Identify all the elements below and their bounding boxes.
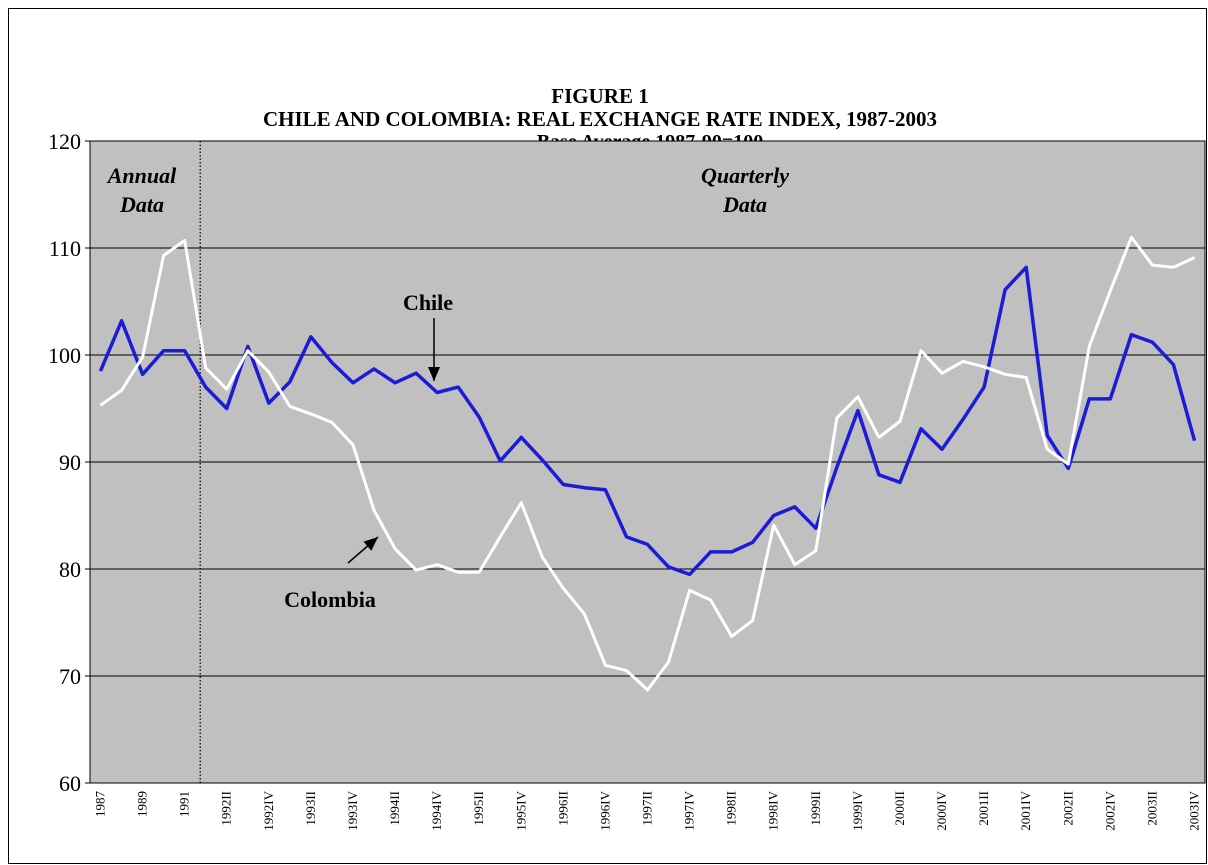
x-tick-label: 2003II	[1144, 791, 1159, 826]
x-tick-label: 1995II	[471, 791, 486, 826]
x-tick-label: 2000II	[892, 791, 907, 826]
x-tick-label: 1994II	[387, 791, 402, 826]
annotation: Data	[119, 192, 164, 217]
x-tick-label: 1989	[135, 791, 150, 817]
arrow-head	[428, 367, 440, 381]
x-tick-label: 2002IV	[1102, 790, 1117, 830]
x-tick-label: 1999IV	[850, 790, 865, 830]
y-tick-label: 110	[49, 236, 81, 261]
chart-title: CHILE AND COLOMBIA: REAL EXCHANGE RATE I…	[263, 107, 937, 131]
x-tick-label: 1992II	[219, 791, 234, 826]
x-tick-label: 1996IV	[597, 790, 612, 830]
y-tick-label: 60	[59, 771, 81, 796]
annotation: Data	[722, 192, 767, 217]
x-tick-label: 1999II	[808, 791, 823, 826]
x-tick-label: 2000IV	[934, 790, 949, 830]
series-label: Chile	[403, 290, 453, 315]
chart-title: FIGURE 1	[551, 84, 648, 108]
x-tick-label: 1993II	[303, 791, 318, 826]
x-tick-label: 1996II	[555, 791, 570, 826]
x-tick-label: 2003IV	[1186, 790, 1201, 830]
x-tick-label: 1992IV	[261, 790, 276, 830]
x-tick-label: 2001II	[976, 791, 991, 826]
x-tick-label: 1995IV	[513, 790, 528, 830]
series-line	[99, 235, 1196, 692]
y-tick-label: 80	[59, 557, 81, 582]
x-tick-label: 1997II	[640, 791, 655, 826]
x-tick-label: 1993IV	[345, 790, 360, 830]
x-tick-label: 2002II	[1060, 791, 1075, 826]
x-tick-label: 1997IV	[682, 790, 697, 830]
x-tick-label: 1994IV	[429, 790, 444, 830]
x-tick-label: 1987	[93, 791, 108, 818]
x-tick-label: 1998IV	[766, 790, 781, 830]
arrow-head	[363, 537, 378, 551]
x-tick-label: 1991	[177, 791, 192, 817]
y-tick-label: 90	[59, 450, 81, 475]
x-tick-label: 2001IV	[1018, 790, 1033, 830]
x-tick-label: 1998II	[724, 791, 739, 826]
series-label: Colombia	[284, 587, 376, 612]
annotation: Annual	[106, 163, 177, 188]
y-tick-label: 70	[59, 664, 81, 689]
annotation: Quarterly	[701, 163, 789, 188]
series-line	[98, 265, 1197, 577]
y-tick-label: 100	[48, 343, 81, 368]
y-tick-label: 120	[48, 129, 81, 154]
